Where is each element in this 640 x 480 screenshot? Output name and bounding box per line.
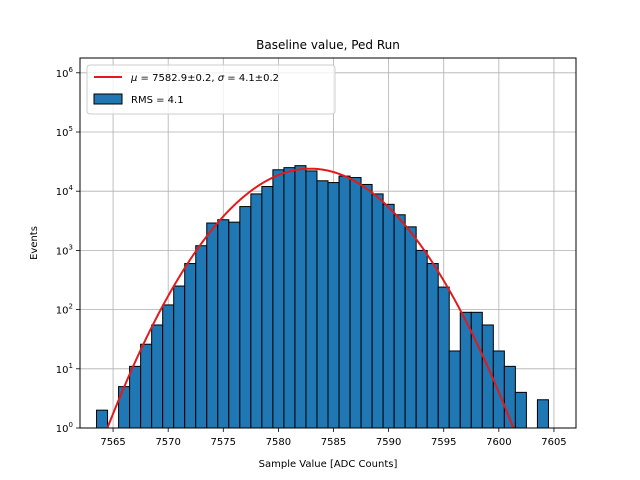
histogram-bar bbox=[118, 386, 131, 429]
histogram-bar bbox=[448, 350, 461, 429]
histogram-bar bbox=[294, 165, 307, 429]
chart-title: Baseline value, Ped Run bbox=[256, 38, 400, 52]
histogram-bar bbox=[404, 226, 417, 429]
histogram-bar bbox=[382, 203, 395, 429]
histogram-bar bbox=[536, 399, 549, 429]
plot-area-frame bbox=[79, 57, 577, 429]
histogram-bar bbox=[228, 221, 241, 429]
histogram-bar bbox=[426, 263, 439, 429]
histogram-bar bbox=[206, 222, 219, 429]
y-tick-label: 103 bbox=[56, 243, 73, 257]
histogram-bars bbox=[96, 165, 549, 429]
y-tick-exponent: 3 bbox=[69, 243, 73, 251]
histogram-bar bbox=[437, 286, 450, 429]
histogram-bar bbox=[371, 193, 384, 429]
legend-fit-label: μ = 7582.9±0.2, σ = 4.1±0.2 bbox=[130, 73, 279, 84]
histogram-bar bbox=[492, 350, 505, 429]
legend-sigma-symbol: σ bbox=[218, 73, 225, 84]
y-tick-label: 101 bbox=[56, 362, 73, 376]
x-tick-label: 7565 bbox=[100, 437, 125, 448]
y-tick-exponent: 2 bbox=[69, 303, 73, 311]
x-tick-label: 7575 bbox=[211, 437, 236, 448]
fit-curve bbox=[106, 167, 515, 428]
histogram-bar bbox=[470, 311, 483, 429]
histogram-bar bbox=[217, 219, 230, 429]
x-tick-label: 7595 bbox=[431, 437, 456, 448]
y-tick-exponent: 1 bbox=[69, 362, 73, 370]
x-tick-label: 7605 bbox=[541, 437, 566, 448]
y-tick-label: 105 bbox=[56, 125, 73, 139]
legend-histogram-swatch bbox=[93, 93, 123, 105]
histogram-bar bbox=[338, 175, 351, 429]
y-tick-base: 10 bbox=[56, 365, 69, 376]
histogram-bar bbox=[272, 169, 285, 429]
x-tick-label: 7590 bbox=[376, 437, 401, 448]
histogram-bar bbox=[162, 304, 175, 429]
y-tick-base: 10 bbox=[56, 424, 69, 435]
histogram-bar bbox=[393, 214, 406, 429]
legend: μ = 7582.9±0.2, σ = 4.1±0.2 RMS = 4.1 bbox=[86, 64, 336, 115]
y-tick-exponent: 6 bbox=[69, 66, 74, 74]
histogram-bar bbox=[129, 365, 142, 429]
histogram-bar bbox=[195, 245, 208, 429]
y-tick-base: 10 bbox=[56, 246, 69, 257]
y-tick-label: 102 bbox=[56, 303, 73, 317]
x-axis-label: Sample Value [ADC Counts] bbox=[259, 459, 398, 470]
histogram-bar bbox=[151, 324, 164, 429]
y-tick-exponent: 4 bbox=[69, 184, 74, 192]
histogram-bar bbox=[415, 249, 428, 429]
y-axis-label: Events bbox=[29, 226, 40, 260]
histogram-bar bbox=[250, 193, 263, 429]
histogram-bar bbox=[184, 263, 197, 429]
legend-histogram-label: RMS = 4.1 bbox=[131, 95, 184, 106]
y-tick-base: 10 bbox=[56, 187, 69, 198]
y-tick-label: 100 bbox=[56, 421, 73, 435]
legend-box bbox=[86, 64, 336, 115]
x-tick-label: 7585 bbox=[321, 437, 346, 448]
y-tick-base: 10 bbox=[56, 128, 69, 139]
histogram-bar bbox=[173, 285, 186, 429]
y-tick-label: 106 bbox=[56, 66, 74, 80]
y-tick-base: 10 bbox=[56, 306, 69, 317]
histogram-bar bbox=[514, 391, 527, 429]
histogram-bar bbox=[140, 343, 153, 429]
y-tick-exponent: 5 bbox=[69, 125, 73, 133]
legend-mu-text: = 7582.9±0.2, bbox=[137, 73, 217, 84]
x-tick-label: 7580 bbox=[266, 437, 291, 448]
histogram-bar bbox=[283, 167, 296, 429]
histogram-bar bbox=[349, 177, 362, 429]
histogram-bar bbox=[261, 186, 274, 429]
x-tick-label: 7570 bbox=[155, 437, 180, 448]
histogram-bar bbox=[360, 183, 373, 429]
y-tick-label: 104 bbox=[56, 184, 74, 198]
histogram-bar bbox=[96, 409, 109, 429]
legend-sigma-text: = 4.1±0.2 bbox=[224, 73, 279, 84]
histogram-bar bbox=[316, 180, 329, 429]
histogram-bar bbox=[327, 182, 340, 429]
x-tick-label: 7600 bbox=[486, 437, 511, 448]
legend-mu-symbol: μ bbox=[130, 73, 137, 84]
x-axis-ticks: 7565 7570 7575 7580 7585 7590 7595 7600 7605 bbox=[100, 428, 567, 448]
y-tick-exponent: 0 bbox=[69, 421, 73, 429]
y-tick-base: 10 bbox=[56, 69, 69, 80]
histogram-bar bbox=[239, 206, 252, 429]
histogram-bar bbox=[305, 170, 318, 429]
